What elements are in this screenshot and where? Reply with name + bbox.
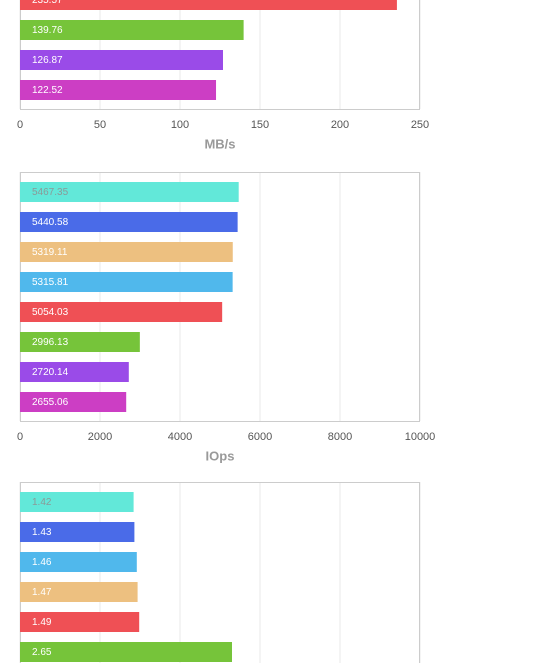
value-label: 1.46 bbox=[32, 557, 52, 568]
x-tick-label: 0 bbox=[17, 431, 23, 443]
value-label: 122.52 bbox=[32, 85, 63, 96]
bar bbox=[20, 302, 223, 322]
bar bbox=[20, 182, 239, 202]
bar bbox=[20, 80, 217, 100]
value-label: 126.87 bbox=[32, 55, 63, 66]
x-tick-label: 100 bbox=[171, 119, 189, 131]
bar bbox=[20, 522, 135, 542]
x-tick-label: 150 bbox=[251, 119, 269, 131]
value-label: 139.76 bbox=[32, 25, 63, 36]
bar bbox=[20, 582, 138, 602]
bar bbox=[20, 642, 232, 662]
value-label: 5440.58 bbox=[32, 217, 69, 228]
value-label: 2.65 bbox=[32, 647, 52, 658]
plot-frame bbox=[20, 482, 420, 663]
plot-frame bbox=[20, 0, 420, 110]
bar bbox=[20, 50, 223, 70]
value-label: 1.47 bbox=[32, 587, 52, 598]
x-tick-label: 50 bbox=[94, 119, 106, 131]
value-label: 5319.11 bbox=[32, 247, 68, 258]
value-label: 2996.13 bbox=[32, 337, 69, 348]
bar bbox=[20, 362, 129, 382]
bar bbox=[20, 552, 137, 572]
bar bbox=[20, 492, 134, 512]
bar bbox=[20, 212, 238, 232]
bar bbox=[20, 612, 140, 632]
x-tick-label: 250 bbox=[411, 119, 429, 131]
value-label: 1.43 bbox=[32, 527, 52, 538]
value-label: 235.57 bbox=[32, 0, 63, 6]
value-label: 2720.14 bbox=[32, 367, 69, 378]
bar bbox=[20, 272, 233, 292]
bar bbox=[20, 332, 140, 352]
x-tick-label: 200 bbox=[331, 119, 349, 131]
value-label: 5054.03 bbox=[32, 307, 69, 318]
x-tick-label: 10000 bbox=[405, 431, 436, 443]
bar bbox=[20, 0, 397, 10]
value-label: 5467.35 bbox=[32, 187, 69, 198]
x-axis-label: MB/s bbox=[204, 136, 235, 151]
value-label: 2655.06 bbox=[32, 397, 69, 408]
value-label: 5315.81 bbox=[32, 277, 69, 288]
x-tick-label: 4000 bbox=[168, 431, 192, 443]
plot-frame bbox=[20, 172, 420, 422]
x-axis-label: IOps bbox=[206, 448, 235, 463]
x-tick-label: 2000 bbox=[88, 431, 112, 443]
x-tick-label: 6000 bbox=[248, 431, 272, 443]
x-tick-label: 0 bbox=[17, 119, 23, 131]
bar bbox=[20, 242, 233, 262]
bar bbox=[20, 20, 244, 40]
value-label: 1.42 bbox=[32, 497, 52, 508]
value-label: 1.49 bbox=[32, 617, 52, 628]
bar bbox=[20, 392, 127, 412]
x-tick-label: 8000 bbox=[328, 431, 352, 443]
